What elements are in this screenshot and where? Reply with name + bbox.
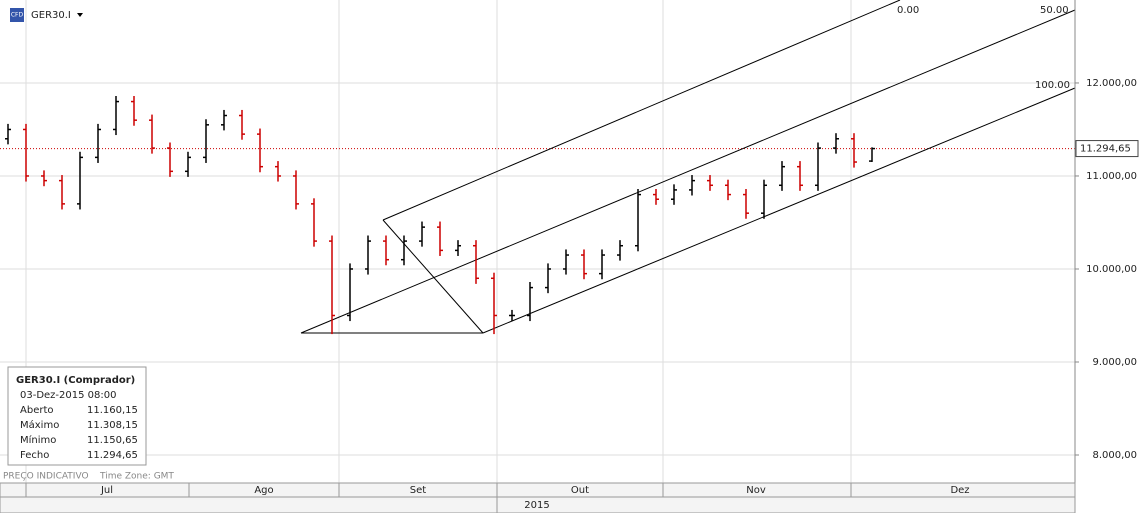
y-tick-label: 9.000,00 (1092, 357, 1137, 368)
icon (10, 8, 24, 22)
year-label: 2015 (524, 500, 549, 511)
fib-label: 100.00 (1035, 80, 1070, 91)
month-label: Ago (254, 485, 273, 496)
month-label: Nov (746, 485, 766, 496)
last-price-label: 11.294,65 (1080, 144, 1131, 155)
info-box: GER30.I (Comprador) 03-Dez-2015 08:00 Ab… (7, 366, 147, 466)
header: CFD GER30.I (10, 8, 83, 22)
info-value: 11.294,65 (87, 450, 138, 461)
y-tick-label: 8.000,00 (1092, 450, 1137, 461)
info-value: 11.308,15 (87, 420, 138, 431)
info-label: Aberto (20, 405, 54, 416)
month-label: Out (571, 485, 589, 496)
y-tick-label: 11.000,00 (1086, 171, 1137, 182)
fib-label: 50.00 (1040, 5, 1069, 16)
info-value: 11.160,15 (87, 405, 138, 416)
info-label: Máximo (20, 419, 59, 431)
footer: PREÇO INDICATIVO (3, 472, 89, 482)
month-label: Dez (950, 485, 969, 496)
info-label: Fecho (20, 450, 49, 461)
pitchfork (300, 0, 1076, 334)
month-label: Jul (100, 485, 113, 496)
info-label: Mínimo (20, 434, 56, 446)
icon-text: CFD (11, 12, 24, 19)
timezone: Time Zone: GMT (99, 472, 174, 482)
y-tick-label: 10.000,00 (1086, 264, 1137, 275)
info-value: 11.150,65 (87, 435, 138, 446)
info-title: GER30.I (Comprador) (16, 375, 135, 386)
grid (0, 82, 1075, 456)
month-label: Set (410, 485, 427, 496)
last-price-box (1075, 140, 1139, 158)
bars (5, 95, 875, 335)
x-axis: Jul Ago Set Out Nov Dez 2015 (0, 482, 1076, 513)
y-axis-labels: 12.000,00 11.000,00 10.000,00 9.000,00 8.000… (1075, 78, 1139, 461)
dropdown[interactable] (77, 13, 83, 17)
symbol: GER30.I (31, 10, 71, 21)
info-date: 03-Dez-2015 08:00 (20, 390, 117, 401)
y-tick-label: 12.000,00 (1086, 78, 1137, 89)
fib-label: 0.00 (897, 5, 919, 16)
